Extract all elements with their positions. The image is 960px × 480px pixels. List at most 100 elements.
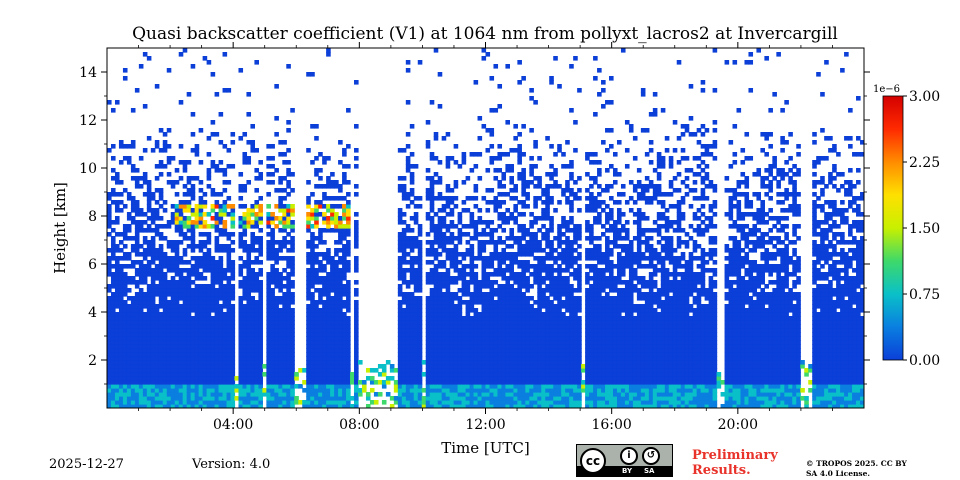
heatmap-cell	[230, 320, 236, 325]
heatmap-cell	[290, 224, 295, 229]
heatmap-cell	[194, 336, 200, 341]
heatmap-cell	[310, 328, 315, 333]
heatmap-cell	[282, 344, 287, 349]
heatmap-cell	[537, 388, 542, 393]
heatmap-cell	[445, 252, 451, 257]
heatmap-cell	[346, 144, 351, 149]
heatmap-cell	[318, 312, 323, 317]
heatmap-cell	[114, 368, 120, 373]
heatmap-cell	[521, 124, 526, 129]
heatmap-cell	[154, 228, 160, 233]
heatmap-cell	[226, 236, 232, 241]
heatmap-cell	[314, 372, 319, 377]
heatmap-cell	[246, 244, 252, 249]
heatmap-cell	[453, 252, 459, 257]
heatmap-cell	[114, 388, 120, 393]
heatmap-cell	[150, 400, 156, 405]
heatmap-cell	[501, 344, 507, 349]
heatmap-cell	[465, 344, 471, 349]
heatmap-cell	[186, 224, 192, 229]
heatmap-cell	[537, 292, 542, 297]
heatmap-cell	[130, 220, 136, 225]
heatmap-cell	[425, 400, 431, 405]
heatmap-cell	[250, 384, 256, 389]
heatmap-cell	[214, 224, 220, 229]
heatmap-cell	[565, 400, 570, 405]
heatmap-cell	[393, 388, 399, 393]
heatmap-cell	[477, 352, 483, 357]
heatmap-cell	[218, 192, 224, 197]
heatmap-cell	[130, 324, 136, 329]
heatmap-cell	[481, 364, 487, 369]
heatmap-cell	[334, 396, 339, 401]
heatmap-cell	[210, 284, 216, 289]
heatmap-cell	[565, 404, 570, 408]
heatmap-cell	[453, 396, 459, 401]
heatmap-cell	[134, 272, 140, 277]
heatmap-cell	[210, 268, 216, 273]
heatmap-cell	[318, 396, 323, 401]
heatmap-cell	[206, 320, 212, 325]
heatmap-cell	[186, 324, 192, 329]
heatmap-cell	[330, 396, 335, 401]
heatmap-cell	[186, 364, 192, 369]
heatmap-cell	[346, 192, 351, 197]
heatmap-cell	[549, 356, 554, 361]
heatmap-cell	[202, 376, 208, 381]
heatmap-cell	[238, 264, 244, 269]
heatmap-cell	[286, 296, 291, 301]
heatmap-cell	[318, 200, 323, 205]
heatmap-cell	[246, 140, 252, 145]
heatmap-cell	[186, 356, 192, 361]
heatmap-cell	[314, 320, 319, 325]
heatmap-cell	[549, 328, 554, 333]
heatmap-cell	[334, 220, 339, 225]
heatmap-cell	[469, 292, 475, 297]
heatmap-cell	[186, 296, 192, 301]
heatmap-cell	[469, 264, 475, 269]
heatmap-cell	[110, 356, 116, 361]
heatmap-cell	[138, 228, 144, 233]
heatmap-cell	[489, 340, 495, 345]
heatmap-cell	[358, 388, 363, 393]
heatmap-cell	[126, 256, 132, 261]
heatmap-cell	[110, 292, 116, 297]
heatmap-cell	[278, 344, 283, 349]
heatmap-cell	[493, 312, 499, 317]
heatmap-cell	[533, 400, 538, 405]
heatmap-cell	[405, 144, 411, 149]
heatmap-cell	[182, 184, 188, 189]
heatmap-cell	[282, 320, 287, 325]
heatmap-cell	[166, 404, 172, 408]
heatmap-cell	[282, 152, 287, 157]
heatmap-cell	[310, 216, 315, 221]
heatmap-cell	[481, 48, 487, 53]
heatmap-cell	[138, 324, 144, 329]
heatmap-cell	[114, 328, 120, 333]
heatmap-cell	[330, 400, 335, 405]
heatmap-cell	[150, 304, 156, 309]
heatmap-cell	[441, 328, 447, 333]
heatmap-cell	[445, 224, 451, 229]
heatmap-cell	[517, 320, 522, 325]
heatmap-cell	[449, 240, 455, 245]
heatmap-cell	[545, 228, 550, 233]
heatmap-cell	[174, 284, 180, 289]
heatmap-cell	[433, 156, 439, 161]
heatmap-cell	[278, 320, 283, 325]
heatmap-cell	[118, 360, 124, 365]
heatmap-cell	[242, 132, 248, 137]
heatmap-cell	[286, 224, 291, 229]
heatmap-cell	[449, 396, 455, 401]
heatmap-cell	[441, 216, 447, 221]
heatmap-cell	[306, 304, 311, 309]
heatmap-cell	[310, 244, 315, 249]
heatmap-cell	[130, 316, 136, 321]
heatmap-cell	[509, 260, 514, 265]
heatmap-cell	[541, 368, 546, 373]
heatmap-cell	[397, 384, 403, 389]
heatmap-cell	[218, 140, 224, 145]
heatmap-cell	[477, 404, 483, 408]
heatmap-cell	[354, 320, 359, 325]
heatmap-cell	[282, 140, 287, 145]
